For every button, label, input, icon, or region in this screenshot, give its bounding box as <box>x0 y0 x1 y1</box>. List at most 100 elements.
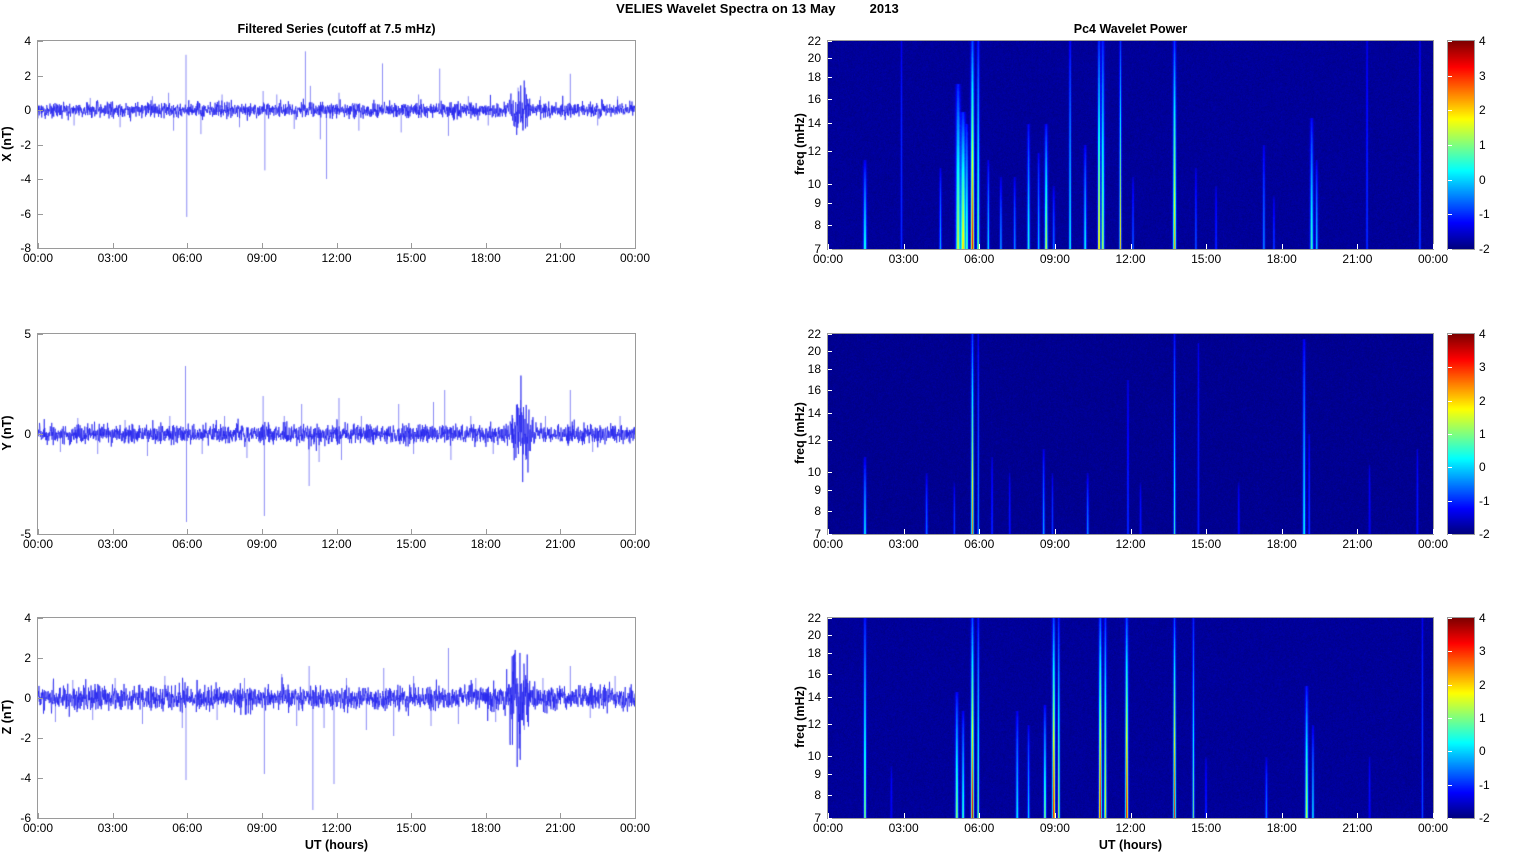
wavelet-power-x-canvas <box>828 41 1433 249</box>
wavelet-power-z-ytick-label: 12 <box>807 716 821 731</box>
wavelet-power-y-cbtick-mark <box>1448 334 1452 335</box>
wavelet-power-x-ytick-label: 8 <box>814 217 821 232</box>
wavelet-power-x-ytick-mark <box>828 224 832 226</box>
wavelet-power-z-cbtick-mark <box>1448 784 1452 786</box>
filtered-series-x-ytick-mark <box>38 213 43 215</box>
wavelet-power-y-ytick-mark <box>828 389 832 391</box>
filtered-series-x-ytick-label: -6 <box>20 206 31 221</box>
filtered-series-x-ytick-mark <box>38 144 43 146</box>
filtered-series-x-xtick-label: 00:00 <box>22 251 54 265</box>
filtered-series-z-ytick-label: -4 <box>20 771 31 785</box>
wavelet-power-y-ytick-mark <box>828 490 832 492</box>
wavelet-power-y-colorbar[interactable] <box>1447 333 1475 535</box>
filtered-series-x-ytick-label: 4 <box>24 34 31 48</box>
wavelet-power-x-cbtick-mark <box>1448 249 1452 250</box>
wavelet-power-y-xtick-label: 21:00 <box>1342 537 1373 551</box>
wavelet-power-z-xtick-label: 03:00 <box>888 821 919 835</box>
wavelet-power-x-xtick-mark <box>1130 244 1132 249</box>
wavelet-power-z-xtick-label: 12:00 <box>1115 821 1146 835</box>
filtered-series-y-xtick-mark <box>261 529 263 534</box>
wavelet-power-y-ytick-mark <box>828 471 832 473</box>
wavelet-power-x-ytick-mark <box>828 41 832 42</box>
wavelet-power-z-cbtick-mark <box>1448 651 1452 653</box>
wavelet-power-y-cbtick-label: 1 <box>1479 427 1486 441</box>
filtered-series-y-xtick-mark <box>187 529 189 534</box>
filtered-series-z-xtick-mark <box>485 813 487 818</box>
wavelet-power-z-ytick-label: 20 <box>807 627 821 642</box>
wavelet-power-z-xtick-label: 15:00 <box>1191 821 1222 835</box>
filtered-series-y-canvas <box>38 334 635 534</box>
filtered-series-z-xtick-mark <box>261 813 263 818</box>
wavelet-power-x-xtick-mark <box>979 244 981 249</box>
wavelet-power-z-xtick-mark <box>979 813 981 818</box>
right-xlabel: UT (hours) <box>1098 838 1163 852</box>
wavelet-power-z-ytick-label: 18 <box>807 646 821 661</box>
filtered-series-x-xtick-label: 00:00 <box>619 251 651 265</box>
wavelet-power-x-xtick-mark <box>1054 244 1056 249</box>
wavelet-power-x-ytick-label: 7 <box>814 242 821 256</box>
wavelet-power-y-cbtick-mark <box>1448 367 1452 369</box>
wavelet-power-z-ytick-mark <box>828 618 832 619</box>
wavelet-power-x-axes <box>827 40 1434 250</box>
filtered-series-z-xtick-mark <box>560 813 562 818</box>
filtered-series-y-ytick-label: 5 <box>24 327 31 341</box>
wavelet-power-z-ytick-label: 9 <box>814 767 821 782</box>
filtered-series-y-xtick-label: 15:00 <box>396 537 427 551</box>
filtered-series-y-xtick-mark <box>635 529 636 534</box>
filtered-series-x-ytick-mark <box>38 179 43 180</box>
wavelet-power-x-xtick-label: 09:00 <box>1039 252 1070 266</box>
filtered-series-x-ytick-mark <box>38 41 43 42</box>
wavelet-power-y-ytick-label: 22 <box>807 327 821 341</box>
wavelet-power-z-cbtick-label: 0 <box>1479 744 1486 759</box>
wavelet-power-x-cbtick-label: -2 <box>1479 242 1490 256</box>
filtered-series-x-xtick-label: 12:00 <box>321 251 352 265</box>
wavelet-power-x-ylabel: freq (mHz) <box>793 113 807 175</box>
wavelet-power-x-xtick-label: 00:00 <box>1417 252 1449 266</box>
wavelet-power-y-axes <box>827 333 1434 535</box>
wavelet-power-z-cbtick-label: 1 <box>1479 711 1486 725</box>
wavelet-power-x-colorbar-gradient <box>1448 41 1474 249</box>
wavelet-power-z-ytick-mark <box>828 653 832 655</box>
wavelet-power-z-ytick-mark <box>828 755 832 757</box>
filtered-series-x-xtick-mark <box>261 243 263 248</box>
wavelet-power-y-xtick-mark <box>1433 529 1434 534</box>
filtered-series-x-xtick-mark <box>485 243 487 248</box>
filtered-series-x-ytick-label: -8 <box>20 241 31 255</box>
wavelet-power-y-xtick-label: 09:00 <box>1039 537 1070 551</box>
wavelet-power-y-ytick-label: 20 <box>807 343 821 358</box>
wavelet-power-y-ytick-label: 9 <box>814 483 821 498</box>
wavelet-power-z-ytick-mark <box>828 723 832 725</box>
wavelet-power-y-xtick-mark <box>1130 529 1132 534</box>
wavelet-power-y-ytick-label: 14 <box>807 405 821 420</box>
filtered-series-x-xtick-label: 21:00 <box>545 251 576 265</box>
figure-suptitle: VELIES Wavelet Spectra on 13 May 2013 <box>0 1 1515 16</box>
wavelet-power-x-xtick-label: 06:00 <box>964 252 995 266</box>
filtered-series-x-xtick-mark <box>635 243 636 248</box>
wavelet-power-z-cbtick-mark <box>1448 718 1452 719</box>
wavelet-power-z-ytick-label: 8 <box>814 787 821 802</box>
wavelet-power-z-ytick-mark <box>828 794 832 796</box>
left-column-title: Filtered Series (cutoff at 7.5 mHz) <box>237 22 436 36</box>
filtered-series-z-xtick-label: 09:00 <box>246 821 277 835</box>
wavelet-power-y-xtick-mark <box>828 529 829 534</box>
filtered-series-z-canvas <box>38 618 635 818</box>
filtered-series-x-axes <box>37 40 636 249</box>
filtered-series-z-xtick-mark <box>38 813 39 818</box>
wavelet-power-x-ytick-mark <box>828 77 832 79</box>
wavelet-power-z-colorbar[interactable] <box>1447 617 1475 819</box>
wavelet-power-y-xtick-mark <box>1281 529 1283 534</box>
filtered-series-x-xtick-label: 18:00 <box>470 251 501 265</box>
wavelet-power-z-xtick-mark <box>828 813 829 818</box>
filtered-series-y-xtick-mark <box>485 529 487 534</box>
wavelet-power-x-cbtick-mark <box>1448 41 1452 42</box>
filtered-series-z-ytick-label: 2 <box>24 651 31 665</box>
filtered-series-z-xtick-label: 21:00 <box>545 821 576 835</box>
filtered-series-x-canvas <box>38 41 635 248</box>
suptitle-text: VELIES Wavelet Spectra on 13 May <box>616 1 836 16</box>
wavelet-power-z-cbtick-label: 2 <box>1479 677 1486 692</box>
filtered-series-z-ytick-mark <box>38 618 43 619</box>
wavelet-power-z-ytick-label: 14 <box>807 689 821 704</box>
wavelet-power-x-colorbar[interactable] <box>1447 40 1475 250</box>
filtered-series-z-ytick-mark <box>38 738 43 739</box>
filtered-series-y-xtick-label: 09:00 <box>246 537 277 551</box>
